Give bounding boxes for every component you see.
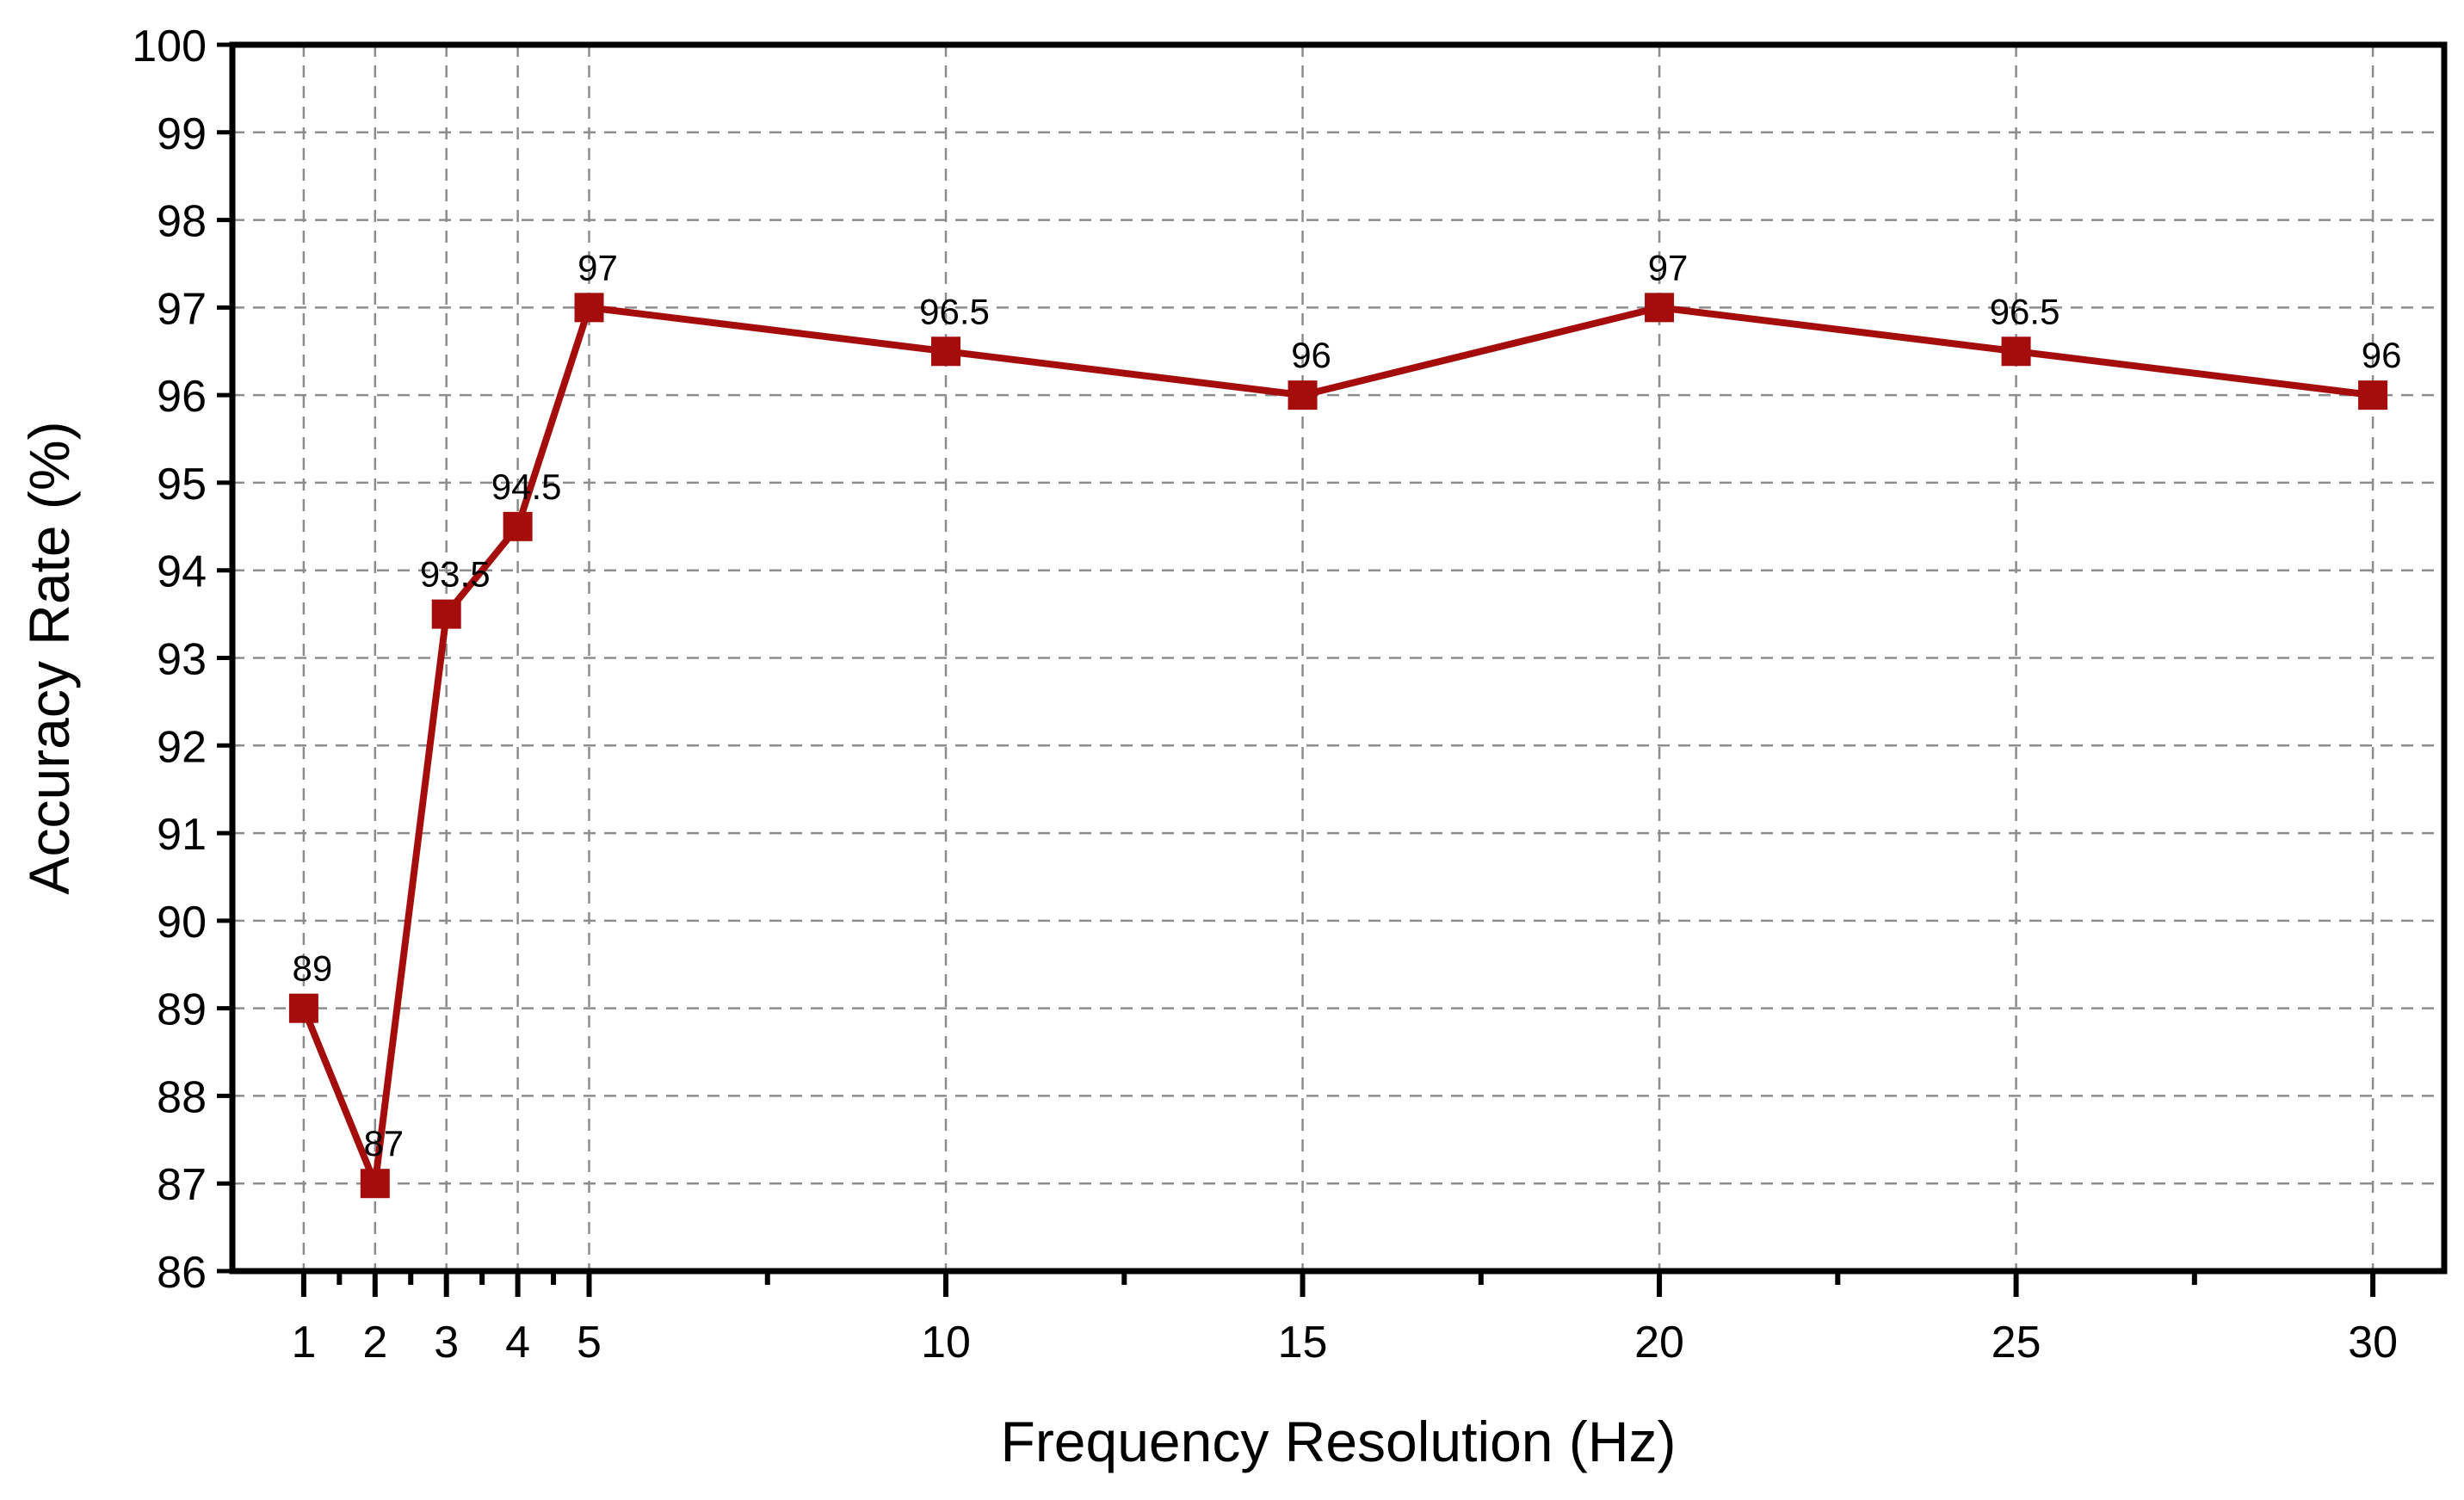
- y-tick-label: 98: [157, 197, 207, 247]
- data-label-layer: 89 87 93.5 94.5 97 96.5 96 97 96.5 96: [293, 247, 2402, 1164]
- data-label: 96.5: [1990, 291, 2060, 331]
- y-tick-label: 97: [157, 284, 207, 334]
- data-label: 89: [293, 948, 333, 989]
- grid-layer: [232, 45, 2444, 1271]
- x-tick-label: 3: [434, 1318, 459, 1367]
- series-line: [300, 304, 2374, 1188]
- y-tick-label: 96: [157, 372, 207, 422]
- data-point-marker: [1645, 293, 1675, 323]
- x-tick-label: 25: [1992, 1318, 2041, 1367]
- y-tick-label: 100: [132, 22, 207, 71]
- data-label: 96: [2362, 335, 2402, 375]
- x-axis-title: Frequency Resolution (Hz): [1001, 1410, 1677, 1473]
- data-label: 96: [1291, 335, 1331, 375]
- y-tick-label: 88: [157, 1072, 207, 1122]
- y-tick-label: 94: [157, 547, 207, 597]
- y-tick-label: 91: [157, 810, 207, 860]
- y-tick-label: 87: [157, 1160, 207, 1210]
- marker-layer: [288, 293, 2388, 1199]
- y-axis-title: Accuracy Rate (%): [17, 421, 81, 894]
- y-tick-label: 99: [157, 109, 207, 159]
- y-tick-label: 90: [157, 898, 207, 948]
- data-point-marker: [2001, 336, 2031, 367]
- series-line-layer: [300, 304, 2374, 1188]
- data-label: 97: [577, 247, 618, 287]
- y-tick-label: 95: [157, 460, 207, 509]
- data-point-marker: [360, 1169, 390, 1199]
- y-tick-label: 93: [157, 635, 207, 685]
- x-tick-label: 5: [577, 1318, 602, 1367]
- data-label: 93.5: [420, 554, 491, 595]
- x-tick-label: 2: [362, 1318, 387, 1367]
- data-point-marker: [503, 511, 533, 541]
- x-tick-label: 15: [1278, 1318, 1328, 1367]
- y-tick-label: 89: [157, 985, 207, 1035]
- x-tick-label: 20: [1634, 1318, 1684, 1367]
- data-point-marker: [1288, 380, 1318, 410]
- y-tick-label: 86: [157, 1248, 207, 1298]
- data-label: 94.5: [491, 466, 562, 507]
- axis-layer: 1 2 3 4 5 10 15 20 25 30 86 87 88 89 90 91 92 93 94 95 96 97 9…: [132, 22, 2398, 1367]
- x-tick-label: 1: [291, 1318, 316, 1367]
- data-point-marker: [288, 993, 318, 1023]
- x-tick-label: 30: [2348, 1318, 2398, 1367]
- data-point-marker: [574, 293, 604, 323]
- data-label: 87: [363, 1123, 404, 1164]
- data-label: 96.5: [919, 291, 990, 331]
- data-point-marker: [431, 599, 461, 629]
- data-label: 97: [1648, 247, 1689, 287]
- x-tick-label: 4: [505, 1318, 530, 1367]
- data-point-marker: [2358, 380, 2388, 410]
- y-tick-label: 92: [157, 722, 207, 772]
- data-point-marker: [931, 336, 961, 367]
- x-tick-label: 10: [921, 1318, 971, 1367]
